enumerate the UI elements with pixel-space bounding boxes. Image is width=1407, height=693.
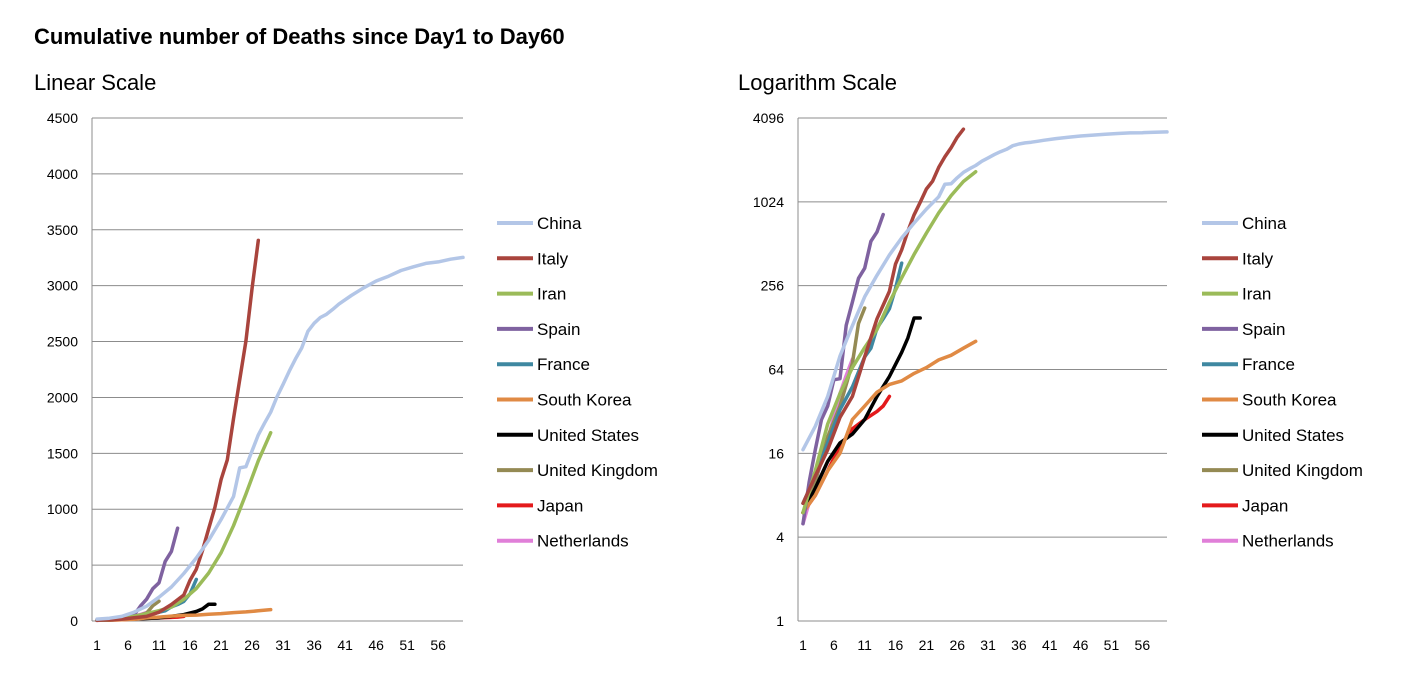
log-x-tick-label: 16 [888,637,904,653]
linear-x-tick-label: 26 [244,637,260,653]
log-x-tick-label: 51 [1104,637,1120,653]
linear-legend-label-united-kingdom: United Kingdom [537,461,658,480]
log-x-tick-label: 31 [980,637,996,653]
linear-legend: China Italy Iran Spain France South Korea Unit… [497,214,658,551]
linear-legend-label-japan: Japan [537,496,583,515]
log-legend-label-china: China [1242,214,1287,233]
linear-series-italy [95,238,261,622]
linear-legend-label-south-korea: South Korea [537,391,632,410]
linear-x-tick-label: 51 [399,637,415,653]
linear-legend-label-netherlands: Netherlands [537,532,629,551]
log-legend-label-netherlands: Netherlands [1242,532,1334,551]
linear-y-tick-label: 2000 [47,389,78,405]
log-legend: China Italy Iran Spain France South Korea Unit… [1202,214,1363,551]
linear-y-tick-label: 2500 [47,334,78,350]
log-y-tick-label: 1 [776,613,784,629]
linear-y-tick-label: 4500 [47,110,78,126]
linear-x-tick-label: 16 [182,637,198,653]
page-title: Cumulative number of Deaths since Day1 t… [34,24,565,49]
linear-y-tick-label: 0 [70,613,78,629]
log-x-tick-label: 41 [1042,637,1058,653]
linear-x-tick-label: 6 [124,637,132,653]
linear-x-tick-label: 11 [152,637,167,653]
log-x-tick-label: 21 [919,637,935,653]
linear-y-tick-label: 1500 [47,445,78,461]
log-legend-label-japan: Japan [1242,496,1288,515]
log-legend-label-italy: Italy [1242,249,1274,268]
log-x-tick-label: 6 [830,637,838,653]
log-y-tick-label: 256 [761,278,785,294]
linear-y-tick-label: 3000 [47,278,78,294]
log-legend-label-south-korea: South Korea [1242,391,1337,410]
log-x-tick-label: 1 [799,637,807,653]
linear-chart-title: Linear Scale [34,70,157,95]
log-chart-title: Logarithm Scale [738,70,897,95]
log-series-united-states [801,316,922,515]
log-y-tick-label: 1024 [753,194,784,210]
linear-x-tick-label: 1 [93,637,101,653]
log-x-tick-label: 26 [949,637,965,653]
log-legend-label-france: France [1242,355,1295,374]
linear-y-tick-label: 1000 [47,501,78,517]
linear-x-tick-label: 21 [213,637,229,653]
linear-y-tick-label: 4000 [47,166,78,182]
log-series-china [801,130,1169,452]
log-series-south-korea [801,339,978,515]
linear-x-tick-label: 31 [275,637,291,653]
log-legend-label-spain: Spain [1242,320,1285,339]
log-y-tick-label: 4 [776,529,784,545]
linear-x-tick-label: 36 [306,637,322,653]
linear-legend-label-spain: Spain [537,320,580,339]
linear-legend-label-italy: Italy [537,249,569,268]
log-x-tick-label: 46 [1073,637,1089,653]
log-y-tick-label: 4096 [753,110,784,126]
linear-y-tick-label: 500 [55,557,79,573]
log-series-italy [801,127,966,506]
linear-x-tick-label: 56 [430,637,446,653]
linear-legend-label-france: France [537,355,590,374]
log-legend-label-united-kingdom: United Kingdom [1242,461,1363,480]
linear-x-tick-label: 46 [368,637,384,653]
linear-legend-label-iran: Iran [537,285,566,304]
log-y-tick-label: 64 [768,362,784,378]
log-legend-label-iran: Iran [1242,285,1271,304]
linear-legend-label-united-states: United States [537,426,639,445]
log-x-tick-label: 11 [857,637,872,653]
linear-legend-label-china: China [537,214,582,233]
log-y-tick-label: 16 [768,445,784,461]
log-legend-label-united-states: United States [1242,426,1344,445]
linear-y-tick-label: 3500 [47,222,78,238]
log-x-tick-label: 36 [1011,637,1027,653]
linear-x-tick-label: 41 [337,637,353,653]
linear-series-china [95,255,465,621]
log-series-iran [801,169,978,515]
log-x-tick-label: 56 [1135,637,1151,653]
